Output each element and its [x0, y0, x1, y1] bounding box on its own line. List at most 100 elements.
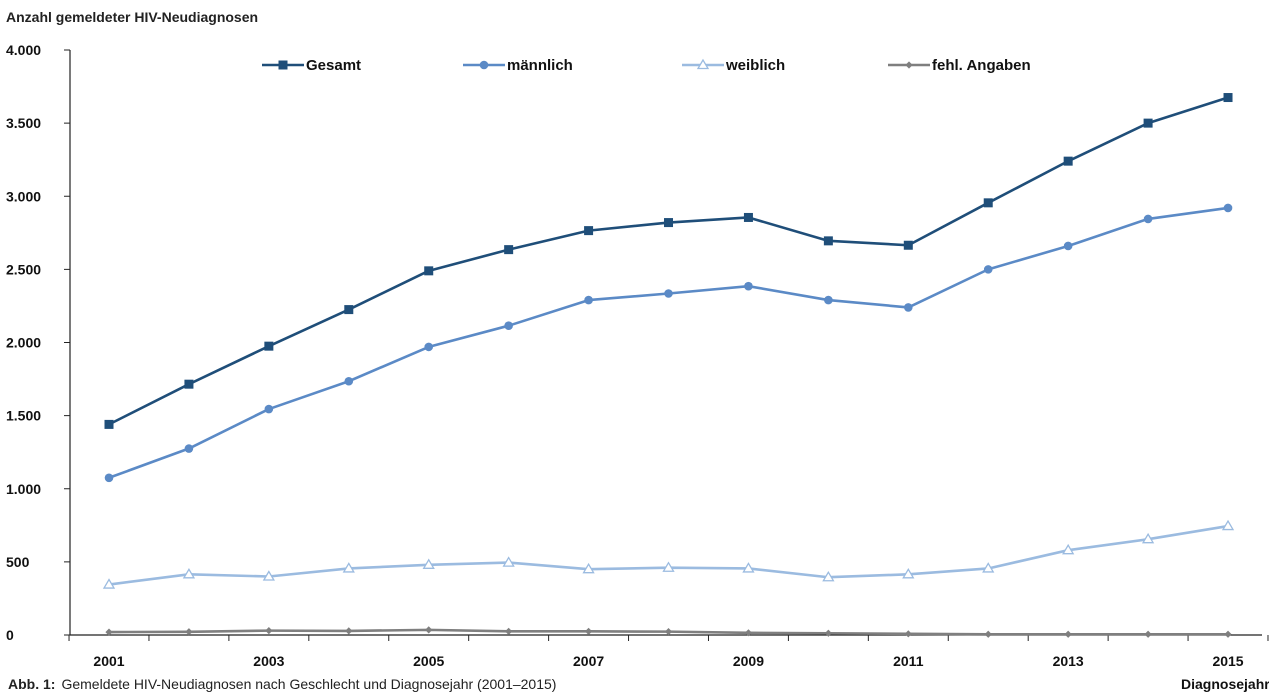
- x-axis-title: Diagnosejahr: [1181, 676, 1269, 692]
- data-point: [1143, 214, 1153, 224]
- caption-text: Gemeldete HIV-Neudiagnosen nach Geschlec…: [61, 676, 557, 692]
- data-point: [184, 444, 194, 453]
- data-point: [744, 281, 753, 291]
- data-point: [824, 629, 832, 637]
- y-tick-label: 2.000: [6, 335, 41, 351]
- data-point: [742, 562, 755, 573]
- legend-item: fehl. Angaben: [888, 57, 1031, 74]
- data-point: [104, 473, 114, 483]
- legend-label: weiblich: [725, 57, 785, 74]
- y-tick-label: 1.500: [6, 408, 41, 424]
- y-tick-label: 3.000: [6, 188, 41, 204]
- x-tick-label: 2001: [93, 653, 124, 669]
- data-point: [984, 630, 992, 638]
- legend-marker: [479, 60, 489, 70]
- y-tick-label: 2.500: [6, 261, 41, 277]
- legend-marker: [905, 61, 913, 69]
- series-line: [108, 96, 1229, 426]
- data-point: [104, 419, 114, 429]
- data-point: [903, 240, 913, 250]
- data-point: [505, 627, 513, 635]
- series-1: [104, 203, 1233, 483]
- y-tick-labels: 0 500 1.000 1.500 2.000 2.500 3.000 3.500 4.000: [6, 42, 70, 643]
- data-point: [504, 321, 513, 330]
- x-tick-labels: 2001 2003 2005 2007 2009 2011 2013 2015: [68, 635, 1269, 669]
- x-tick-label: 2009: [733, 653, 764, 669]
- x-tick-label: 2003: [253, 653, 284, 669]
- series-3: [105, 626, 1232, 638]
- data-point: [1063, 241, 1073, 251]
- data-point: [344, 376, 354, 386]
- data-point: [662, 561, 675, 572]
- data-point: [1141, 532, 1155, 544]
- x-tick-label: 2007: [573, 653, 604, 669]
- data-point: [1062, 543, 1075, 555]
- legend-marker: [696, 58, 710, 70]
- x-tick-label: 2005: [413, 653, 444, 669]
- data-point: [664, 289, 673, 298]
- data-point: [1224, 630, 1232, 638]
- legend-label: fehl. Angaben: [932, 57, 1031, 74]
- data-point: [344, 305, 354, 315]
- figure-caption: Abb. 1: Gemeldete HIV-Neudiagnosen nach G…: [8, 676, 556, 692]
- legend-item: männlich: [463, 57, 573, 74]
- data-point: [422, 558, 435, 569]
- data-point: [105, 628, 113, 636]
- data-point: [824, 295, 833, 305]
- y-tick-label: 3.500: [6, 115, 41, 131]
- data-point: [1064, 630, 1072, 638]
- legend: Gesamt männlich weiblich fehl. Angaben: [262, 57, 1031, 74]
- series-line: [108, 524, 1229, 586]
- series-0: [104, 93, 1233, 429]
- data-point: [1223, 93, 1233, 103]
- data-point: [822, 570, 835, 582]
- data-point: [502, 556, 515, 567]
- legend-item: weiblich: [682, 57, 785, 74]
- y-axis-title: Anzahl gemeldeter HIV-Neudiagnosen: [6, 9, 258, 25]
- data-point: [983, 265, 993, 274]
- data-point: [264, 341, 274, 351]
- data-point: [1223, 203, 1233, 213]
- x-tick-label: 2013: [1053, 653, 1084, 669]
- data-point: [265, 627, 273, 635]
- series-group: [102, 93, 1235, 638]
- data-point: [345, 627, 353, 635]
- data-point: [184, 379, 194, 389]
- data-point: [743, 212, 753, 222]
- data-point: [424, 266, 434, 276]
- data-point: [185, 628, 193, 636]
- data-point: [182, 568, 196, 579]
- data-point: [584, 226, 594, 236]
- data-point: [424, 342, 434, 352]
- data-point: [1221, 519, 1235, 531]
- series-2: [102, 519, 1235, 589]
- data-point: [425, 626, 433, 634]
- data-point: [1144, 630, 1152, 638]
- data-point: [582, 562, 595, 574]
- y-tick-label: 4.000: [6, 42, 41, 58]
- data-point: [342, 562, 355, 573]
- data-point: [664, 628, 673, 636]
- data-point: [504, 245, 514, 255]
- data-point: [664, 218, 674, 228]
- legend-label: Gesamt: [306, 57, 361, 74]
- legend-label: männlich: [507, 57, 573, 74]
- x-tick-label: 2015: [1212, 653, 1243, 669]
- data-point: [1063, 156, 1073, 166]
- data-point: [982, 562, 995, 573]
- y-tick-label: 0: [6, 627, 14, 643]
- x-tick-label: 2011: [893, 653, 924, 669]
- data-point: [262, 570, 275, 581]
- data-point: [904, 303, 913, 312]
- legend-item: Gesamt: [262, 57, 361, 74]
- data-point: [584, 627, 593, 635]
- data-point: [983, 198, 993, 208]
- y-tick-label: 500: [6, 554, 30, 570]
- y-tick-label: 1.000: [6, 481, 41, 497]
- data-point: [102, 578, 116, 589]
- data-point: [584, 295, 593, 305]
- legend-marker: [278, 60, 288, 70]
- data-point: [904, 630, 912, 638]
- data-point: [902, 568, 915, 579]
